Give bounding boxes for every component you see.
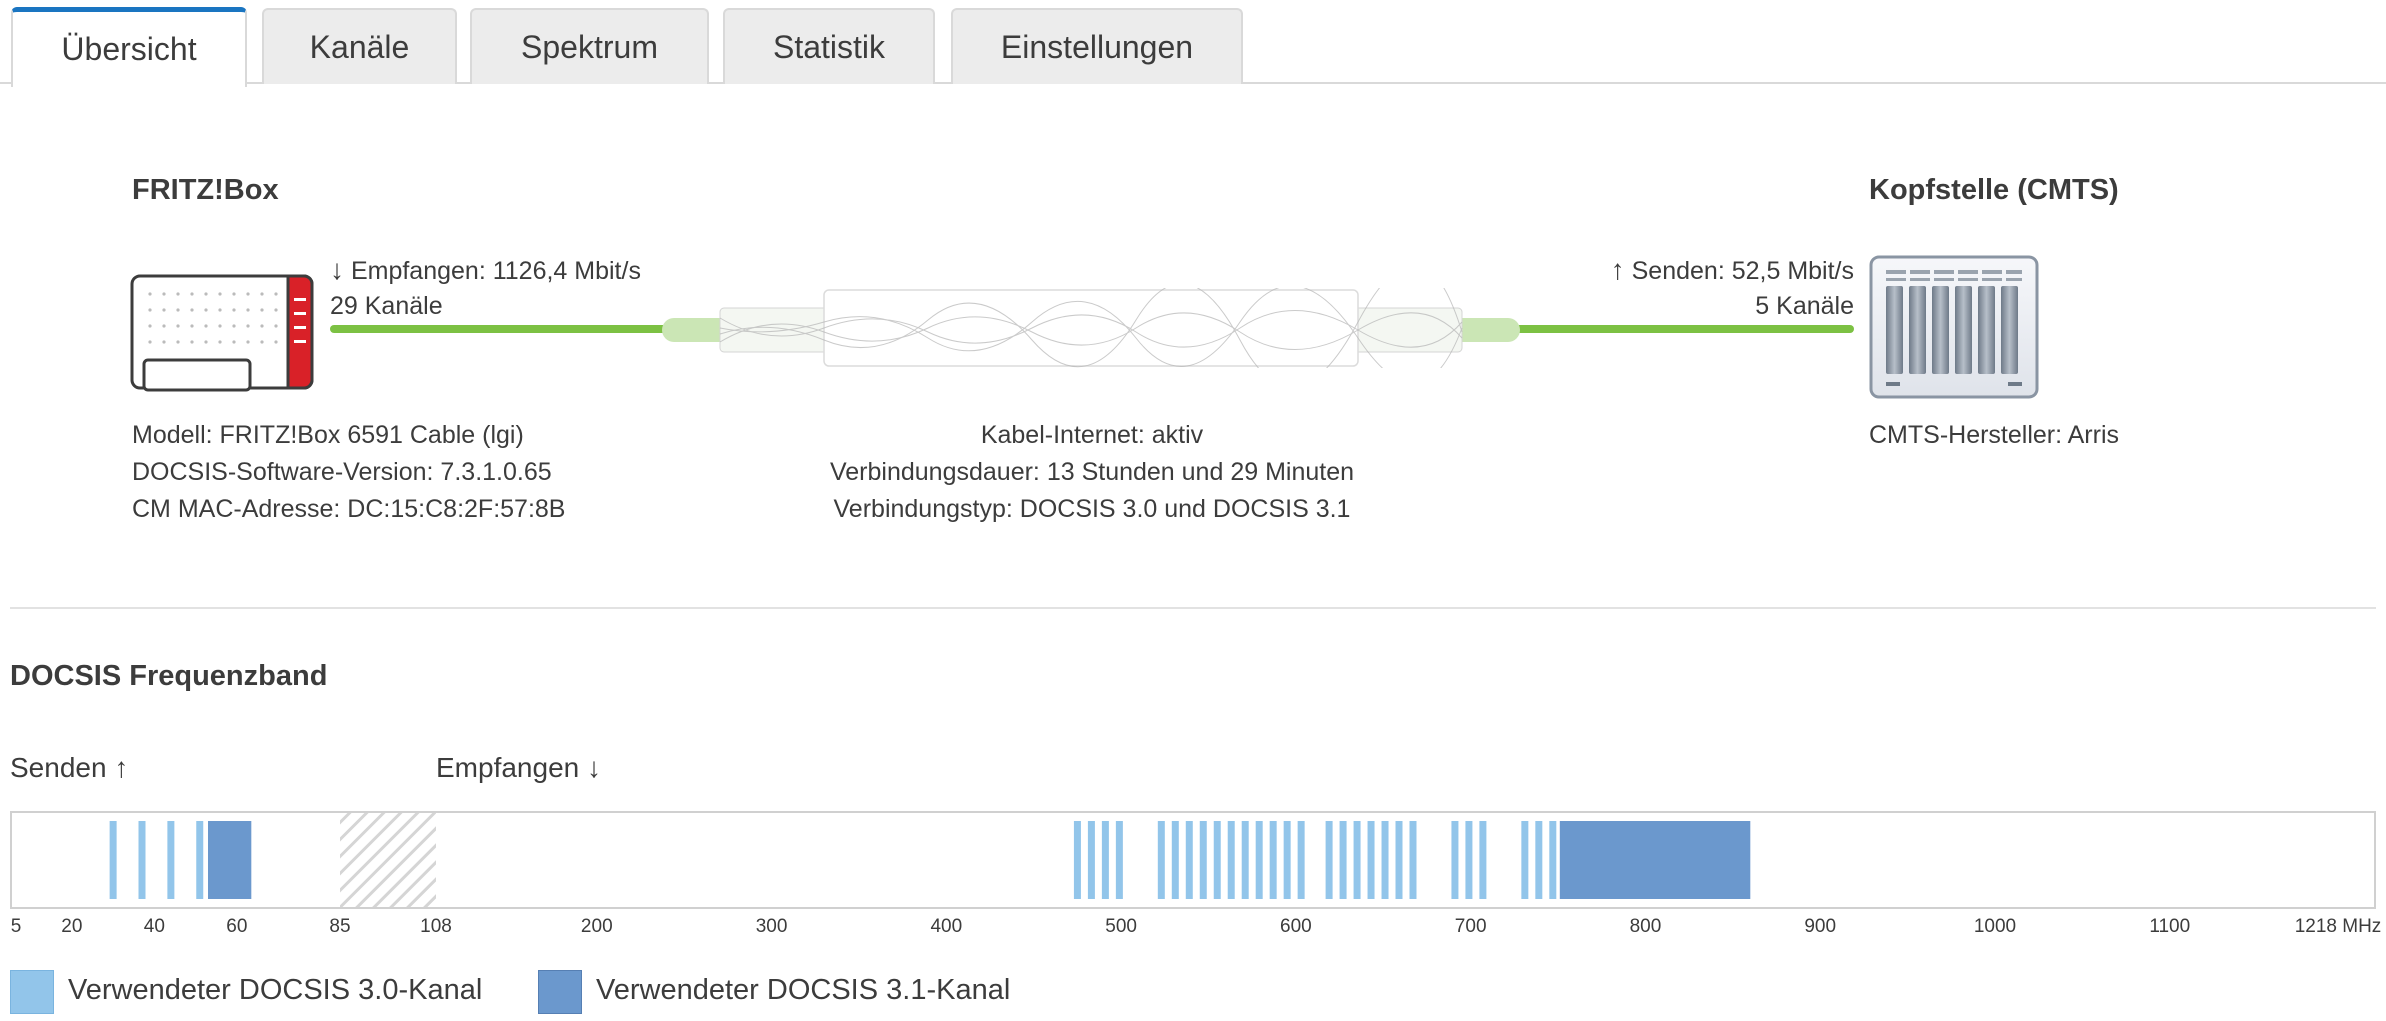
downstream-docsis30-channel [1381,821,1389,899]
band-tick-label: 800 [1629,916,1662,937]
tab-einstellungen[interactable]: Einstellungen [951,8,1243,84]
downstream-docsis30-channel [1199,821,1207,899]
downstream-docsis30-channel [1521,821,1529,899]
connection-duration-label: Verbindungsdauer: 13 Stunden und 29 Minu… [829,458,1355,486]
fritzbox-device-icon [130,274,314,392]
band-send-label: Senden [10,752,107,783]
band-tick-label: 200 [580,916,613,937]
downstream-docsis30-channel [1227,821,1235,899]
downstream-docsis30-channel [1255,821,1263,899]
downstream-docsis30-channel [1213,821,1221,899]
band-tick-label: 400 [930,916,963,937]
send-channels-label: 5 Kanäle [1755,292,1854,320]
band-tick-label: 1000 [1973,916,2017,937]
downstream-docsis30-channel [1535,821,1543,899]
upstream-docsis30-channel [138,821,146,899]
arrow-down-icon: ↓ [330,254,344,285]
downstream-docsis30-channel [1479,821,1487,899]
downstream-docsis30-channel [1409,821,1417,899]
band-receive-label: Empfangen [436,752,580,783]
downstream-docsis30-channel [1451,821,1459,899]
band-tick-label: 1100 [2149,916,2191,937]
band-tick-label: 40 [143,916,165,937]
downstream-docsis30-channel [1101,821,1109,899]
downstream-docsis30-channel [1353,821,1361,899]
arrow-up-icon: ↑ [114,752,129,783]
tab-uebersicht[interactable]: Übersicht [11,7,247,87]
downstream-docsis30-channel [1297,821,1305,899]
downstream-docsis30-channel [1241,821,1249,899]
downstream-docsis30-channel [1185,821,1193,899]
tab-kanaele[interactable]: Kanäle [262,8,457,84]
send-rate-row: ↑ Senden: 52,5 Mbit/s [1611,254,1854,286]
band-tick-label: 20 [61,916,83,937]
upstream-docsis30-channel [109,821,117,899]
upstream-docsis30-channel [196,821,204,899]
legend-docsis30-label: Verwendeter DOCSIS 3.0-Kanal [68,974,483,1006]
downstream-docsis30-channel [1087,821,1095,899]
tab-statistik[interactable]: Statistik [723,8,935,84]
band-gap-hatched [340,813,436,907]
downstream-docsis31-channel [1559,821,1751,899]
downstream-docsis30-channel [1325,821,1333,899]
receive-rate-row: ↓ Empfangen: 1126,4 Mbit/s [330,254,641,286]
cmts-vendor-label: CMTS-Hersteller: Arris [1869,421,2120,449]
cm-mac-label: CM MAC-Adresse: DC:15:C8:2F:57:8B [132,495,566,523]
band-title: DOCSIS Frequenzband [10,660,328,692]
cmts-device-icon [1869,255,2039,399]
upstream-docsis31-channel [208,821,252,899]
section-divider [10,607,2376,609]
band-tick-label: 700 [1454,916,1487,937]
legend-docsis31-swatch [538,970,582,1014]
downstream-docsis30-channel [1549,821,1557,899]
downstream-docsis30-channel [1395,821,1403,899]
cable-signal-graphic [662,288,1520,368]
band-tick-label: 108 [420,916,452,937]
band-send-header: Senden ↑ [10,752,128,784]
docsis-software-label: DOCSIS-Software-Version: 7.3.1.0.65 [132,458,552,486]
downstream-docsis30-channel [1073,821,1081,899]
downstream-docsis30-channel [1115,821,1123,899]
downstream-docsis30-channel [1465,821,1473,899]
band-tick-label: 1218 MHz [2294,916,2382,937]
arrow-down-icon: ↓ [587,752,601,783]
tab-spektrum[interactable]: Spektrum [470,8,709,84]
band-receive-header: Empfangen ↓ [436,752,601,784]
cable-status-label: Kabel-Internet: aktiv [980,421,1204,449]
band-axis: 5 20 40 60 85 108 200 300 400 500 600 700 800 900 1000… [0,916,2386,946]
cmts-title: Kopfstelle (CMTS) [1869,174,2119,206]
legend-docsis30-swatch [10,970,54,1014]
downstream-docsis30-channel [1339,821,1347,899]
frequency-band-chart [10,811,2376,909]
band-tick-label: 85 [329,916,351,937]
downstream-docsis30-channel [1171,821,1179,899]
downstream-docsis30-channel [1157,821,1165,899]
receive-channels-label: 29 Kanäle [330,292,443,320]
band-tick-label: 500 [1105,916,1137,937]
band-tick-label: 60 [226,916,248,937]
connection-type-label: Verbindungstyp: DOCSIS 3.0 und DOCSIS 3.… [833,495,1351,523]
model-label: Modell: FRITZ!Box 6591 Cable (lgi) [132,421,524,449]
band-tick-label: 600 [1280,916,1312,937]
send-rate-label: Senden: 52,5 Mbit/s [1631,257,1854,285]
band-tick-label: 900 [1804,916,1837,937]
arrow-up-icon: ↑ [1610,254,1625,285]
band-tick-label: 300 [755,916,788,937]
downstream-docsis30-channel [1269,821,1277,899]
receive-rate-label: Empfangen: 1126,4 Mbit/s [350,257,641,285]
band-tick-label: 5 [10,916,22,937]
fritzbox-title: FRITZ!Box [132,174,279,206]
downstream-docsis30-channel [1283,821,1291,899]
tab-bar: Übersicht Kanäle Spektrum Statistik Eins… [0,0,2386,87]
legend-docsis31-label: Verwendeter DOCSIS 3.1-Kanal [596,974,1011,1006]
downstream-docsis30-channel [1367,821,1375,899]
upstream-docsis30-channel [167,821,175,899]
